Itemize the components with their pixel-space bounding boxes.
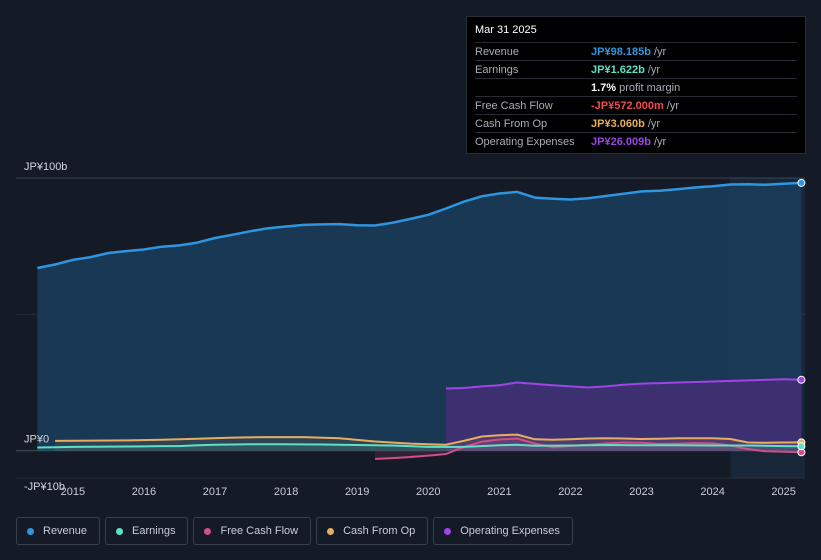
series-areas (37, 182, 802, 459)
tooltip-row-label: Revenue (475, 45, 520, 58)
legend-label: Revenue (43, 525, 88, 537)
y-label: JP¥100b (24, 161, 67, 173)
legend-label: Earnings (132, 525, 176, 537)
x-tick-label: 2015 (61, 486, 85, 498)
tooltip-row-label: Free Cash Flow (475, 99, 553, 112)
legend-dot-icon (444, 527, 452, 535)
tooltip-row-label: Cash From Op (475, 117, 548, 130)
x-tick-label: 2018 (274, 486, 298, 498)
legend-item-free-cash-flow[interactable]: Free Cash Flow (193, 517, 312, 545)
y-axis-labels: JP¥100b JP¥0 -JP¥10b (24, 161, 67, 493)
x-axis-labels: 2015 2016 2017 2018 2019 2020 2021 2022 2023 2024… (61, 486, 796, 498)
x-tick-label: 2024 (700, 486, 724, 498)
x-tick-label: 2022 (558, 486, 582, 498)
legend-dot-icon (116, 527, 124, 535)
data-tooltip: Mar 31 2025 Revenue JP¥98.185b/yr Earnings… (466, 16, 806, 154)
tooltip-row-unit: /yr (647, 63, 661, 76)
legend-dot-icon (27, 527, 34, 535)
tooltip-row-label: Earnings (475, 63, 519, 76)
cfo-line (55, 433, 802, 446)
series-lines (37, 181, 802, 460)
tooltip-row-unit: profit margin (619, 81, 681, 94)
tooltip-row: Cash From Op JP¥3.060b/yr (475, 114, 797, 132)
earnings-end-marker (797, 442, 806, 451)
tooltip-row-value: JP¥3.060b (591, 117, 645, 130)
tooltip-row-value: JP¥98.185b (591, 45, 651, 58)
legend-item-operating-expenses[interactable]: Operating Expenses (433, 517, 573, 545)
x-tick-label: 2016 (132, 486, 156, 498)
tooltip-row-value: JP¥1.622b (591, 63, 645, 76)
legend-label: Free Cash Flow (220, 525, 299, 537)
tooltip-rows: Revenue JP¥98.185b/yr Earnings JP¥1.622b/yr… (475, 42, 797, 150)
opex-end-marker (797, 375, 806, 384)
tooltip-row-unit: /yr (653, 45, 667, 58)
tooltip-row-value: -JP¥572.000m (591, 99, 664, 112)
x-tick-label: 2020 (416, 486, 440, 498)
tooltip-row-value: JP¥26.009b (591, 135, 651, 148)
tooltip-row: Operating Expenses JP¥26.009b/yr (475, 132, 797, 150)
opex-area (446, 379, 802, 451)
chart-legend: Revenue Earnings Free Cash Flow Cash From O… (16, 517, 573, 545)
x-tick-label: 2025 (771, 486, 795, 498)
legend-item-earnings[interactable]: Earnings (105, 517, 189, 545)
revenue-area (37, 182, 802, 451)
legend-dot-icon (204, 527, 212, 535)
x-tick-label: 2023 (629, 486, 653, 498)
tooltip-row: Free Cash Flow -JP¥572.000m/yr (475, 96, 797, 114)
series-end-markers (797, 178, 806, 457)
x-tick-label: 2019 (345, 486, 369, 498)
opex-line (445, 378, 802, 390)
tooltip-row-label: Operating Expenses (475, 135, 575, 148)
x-tick-label: 2017 (203, 486, 227, 498)
tooltip-date: Mar 31 2025 (475, 24, 537, 36)
x-tick-label: 2021 (487, 486, 511, 498)
tooltip-row-value: 1.7% (591, 81, 617, 94)
earnings-line (37, 443, 802, 449)
tooltip-row: 1.7% profit margin (475, 78, 797, 96)
y-label: -JP¥10b (24, 481, 65, 493)
legend-dot-icon (327, 527, 335, 535)
revenue-end-marker (797, 178, 806, 187)
tooltip-row: Revenue JP¥98.185b/yr (475, 42, 797, 60)
revenue-line (37, 181, 802, 270)
legend-item-revenue[interactable]: Revenue (16, 517, 101, 545)
legend-item-cash-from-op[interactable]: Cash From Op (316, 517, 429, 545)
tooltip-row-unit: /yr (653, 135, 667, 148)
tooltip-row: Earnings JP¥1.622b/yr (475, 60, 797, 78)
y-label: JP¥0 (24, 434, 49, 446)
legend-label: Cash From Op (343, 525, 416, 537)
legend-label: Operating Expenses (460, 525, 560, 537)
tooltip-row-unit: /yr (666, 99, 680, 112)
tooltip-row-unit: /yr (647, 117, 661, 130)
